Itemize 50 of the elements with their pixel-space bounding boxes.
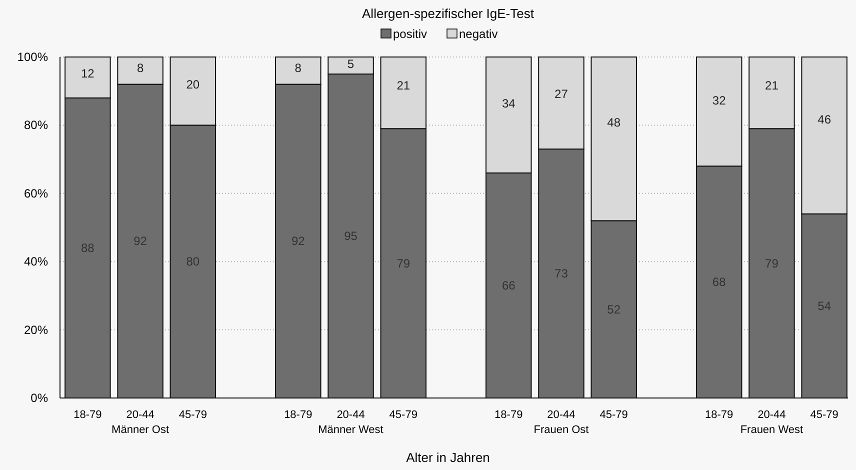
data-label: 73: [554, 266, 568, 281]
data-label: 12: [81, 66, 95, 80]
data-label: 92: [134, 234, 148, 248]
legend-label: negativ: [459, 27, 498, 41]
x-tick-label: 45-79: [600, 409, 628, 421]
data-label: 8: [136, 60, 144, 75]
x-tick-label: 18-79: [705, 409, 734, 421]
x-tick-label: 45-79: [178, 409, 207, 421]
data-label: 66: [502, 278, 516, 292]
y-tick-label: 0%: [30, 391, 48, 405]
data-label: 32: [712, 94, 726, 108]
x-tick-label: 20-44: [547, 409, 576, 421]
data-label: 95: [344, 229, 358, 244]
data-label: 34: [502, 96, 516, 110]
data-label: 27: [554, 86, 568, 101]
x-tick-label: 45-79: [810, 409, 838, 421]
y-tick-label: 80%: [24, 118, 48, 132]
data-label: 21: [396, 78, 410, 93]
x-tick-label: 18-79: [284, 409, 312, 421]
x-tick-label: 45-79: [389, 409, 418, 421]
data-label: 20: [186, 77, 200, 92]
text: Frauen Ost: [534, 424, 589, 436]
data-label: 52: [607, 302, 621, 316]
y-tick-label: 100%: [17, 50, 48, 64]
legend-label: positiv: [393, 27, 428, 41]
chart-title: Allergen-spezifischer IgE-Test: [362, 6, 534, 21]
text: Frauen West: [740, 424, 804, 436]
x-tick-label: 20-44: [336, 409, 365, 421]
data-label: 88: [81, 240, 95, 255]
data-label: 92: [291, 234, 306, 248]
data-label: 46: [818, 112, 832, 127]
y-tick-label: 20%: [24, 322, 48, 337]
y-tick-label: 40%: [24, 254, 48, 269]
x-tick-label: 18-79: [74, 409, 102, 421]
data-label: 79: [396, 256, 410, 270]
x-tick-label: 20-44: [126, 409, 154, 421]
data-label: 5: [347, 56, 354, 71]
y-tick-label: 60%: [24, 186, 48, 200]
data-label: 48: [607, 115, 621, 130]
data-label: 21: [765, 78, 779, 93]
data-label: 79: [765, 256, 779, 270]
x-axis-title: Alter in Jahren: [406, 450, 490, 465]
data-label: 54: [818, 298, 832, 313]
text: Männer West: [318, 424, 384, 436]
x-tick-label: 18-79: [494, 409, 523, 421]
data-label: 80: [186, 254, 200, 269]
x-tick-label: 20-44: [758, 409, 786, 421]
data-label: 68: [712, 275, 726, 290]
text: Männer Ost: [112, 424, 170, 436]
data-label: 8: [294, 60, 302, 75]
